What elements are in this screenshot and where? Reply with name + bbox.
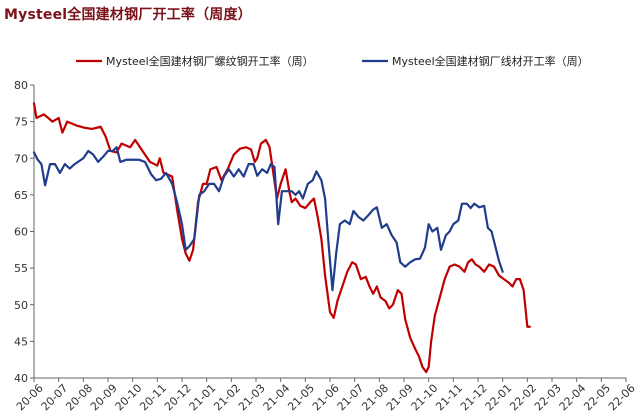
x-tick-label: 21-08 <box>359 382 391 414</box>
x-tick-label: 21-12 <box>458 382 490 414</box>
x-tick-label: 21-01 <box>187 382 219 414</box>
y-tick-label: 75 <box>14 116 28 129</box>
x-tick-label: 21-09 <box>384 382 416 414</box>
x-tick-label: 21-10 <box>409 382 441 414</box>
x-tick-label: 21-07 <box>335 382 367 414</box>
x-tick-label: 22-05 <box>581 382 613 414</box>
series-line-rebar <box>32 102 531 374</box>
chart-legend: Mysteel全国建材钢厂螺纹钢开工率（周） Mysteel全国建材钢厂线材开工率… <box>76 54 589 68</box>
y-tick-label: 55 <box>14 262 28 275</box>
y-tick-label: 45 <box>14 335 28 348</box>
y-tick-label: 40 <box>14 372 28 385</box>
chart-series-layer <box>32 102 531 374</box>
chart-title: Mysteel全国建材钢厂开工率（周度） <box>4 7 252 23</box>
legend-label-rebar: Mysteel全国建材钢厂螺纹钢开工率（周） <box>106 54 314 68</box>
x-tick-label: 20-06 <box>14 382 46 414</box>
x-tick-label: 21-02 <box>211 382 243 414</box>
x-tick-label: 21-04 <box>261 382 293 414</box>
x-tick-label: 21-03 <box>236 382 268 414</box>
x-tick-label: 21-11 <box>433 382 465 414</box>
y-tick-label: 60 <box>14 226 28 239</box>
legend-label-wire-rod: Mysteel全国建材钢厂线材开工率（周） <box>392 54 589 68</box>
y-tick-label: 65 <box>14 189 28 202</box>
x-tick-label: 20-11 <box>137 382 169 414</box>
y-tick-label: 80 <box>14 79 28 92</box>
x-tick-label: 22-02 <box>507 382 539 414</box>
x-tick-label: 20-08 <box>63 382 95 414</box>
y-tick-label: 70 <box>14 152 28 165</box>
x-tick-label: 20-12 <box>162 382 194 414</box>
x-tick-label: 20-09 <box>88 382 120 414</box>
x-tick-label: 22-01 <box>483 382 515 414</box>
x-tick-label: 20-07 <box>39 382 71 414</box>
x-tick-label: 22-06 <box>606 382 638 414</box>
chart-axes: 40455055606570758020-0620-0720-0820-0920… <box>14 79 638 413</box>
x-tick-label: 21-06 <box>310 382 342 414</box>
y-tick-label: 50 <box>14 299 28 312</box>
x-tick-label: 21-05 <box>285 382 317 414</box>
x-tick-label: 20-10 <box>113 382 145 414</box>
x-tick-label: 22-04 <box>557 382 589 414</box>
series-line-wire-rod <box>32 146 504 292</box>
x-tick-label: 22-03 <box>532 382 564 414</box>
